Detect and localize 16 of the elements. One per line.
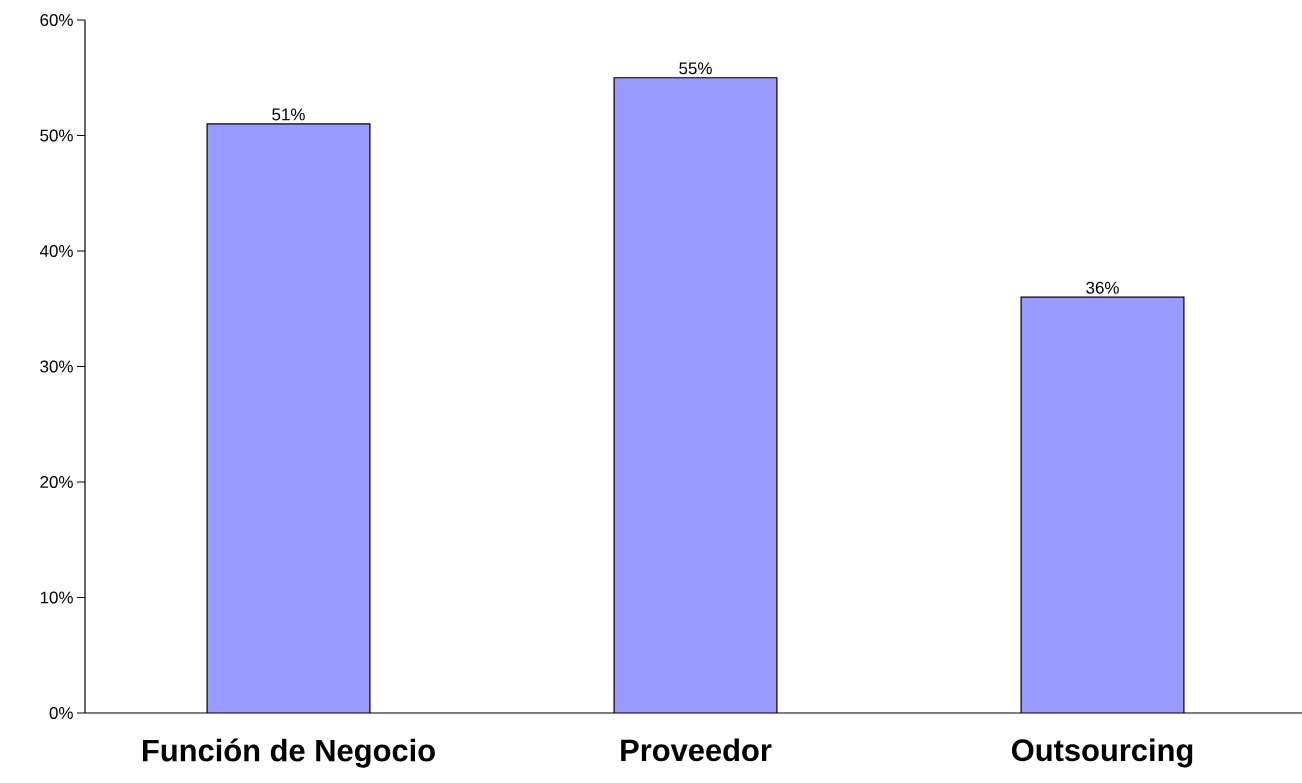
bar	[614, 77, 777, 713]
y-tick-label: 20%	[40, 476, 73, 488]
x-tick-label: Outsourcing	[1011, 738, 1193, 768]
data-label: 51%	[272, 108, 305, 121]
y-tick-label: 30%	[40, 360, 73, 373]
y-tick-label: 40%	[39, 245, 73, 257]
y-tick-label: 60%	[40, 14, 73, 26]
y-tick-label: 0%	[49, 707, 73, 719]
data-label: 55%	[679, 62, 712, 75]
y-tick-label: 10%	[40, 591, 73, 604]
bar	[1020, 296, 1185, 713]
data-label: 36%	[1086, 281, 1119, 294]
y-tick-label: 50%	[40, 129, 73, 142]
x-tick-label: Función de Negocio	[143, 738, 435, 768]
x-tick-label: Proveedor	[621, 738, 772, 762]
bar	[207, 123, 370, 713]
